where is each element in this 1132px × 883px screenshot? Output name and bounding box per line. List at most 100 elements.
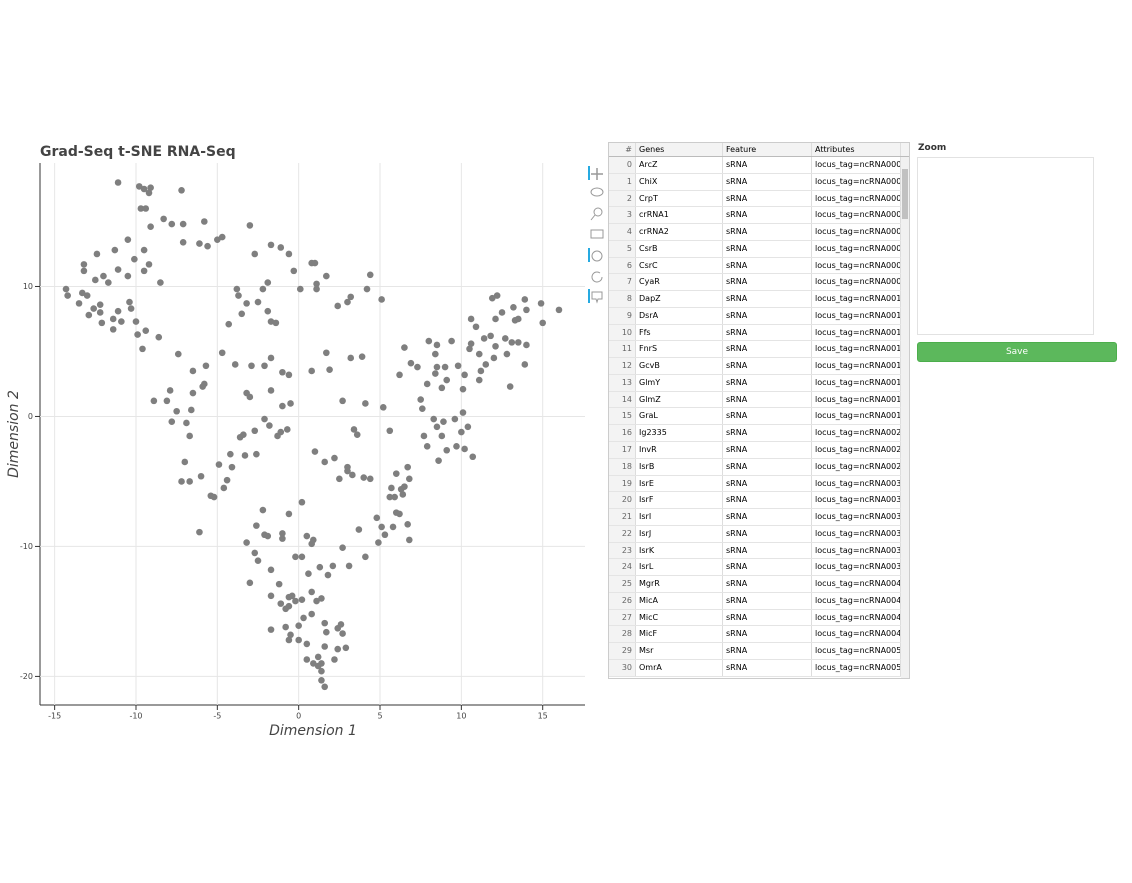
table-cell: IsrK	[636, 542, 723, 559]
point	[80, 261, 88, 268]
point	[267, 354, 275, 362]
point	[508, 339, 516, 346]
point	[433, 341, 441, 349]
point	[145, 261, 153, 268]
table-cell: 10	[609, 324, 636, 341]
x-axis-label: Dimension 1	[269, 723, 357, 739]
table-cell: 27	[609, 609, 636, 626]
point	[443, 376, 451, 384]
table-cell: sRNA	[723, 307, 812, 324]
point	[363, 285, 371, 293]
point	[174, 350, 182, 358]
table-cell: locus_tag=ncRNA0010;na	[812, 291, 901, 307]
point	[285, 602, 293, 610]
table-cell: 11	[609, 341, 636, 358]
point	[305, 570, 312, 578]
point	[111, 246, 119, 254]
point	[218, 349, 226, 357]
table-cell: sRNA	[723, 643, 812, 659]
point	[498, 309, 506, 316]
point	[241, 452, 249, 459]
scrollbar[interactable]	[901, 157, 909, 678]
point	[251, 250, 259, 258]
point	[432, 350, 439, 358]
point	[414, 363, 421, 371]
lasso-icon	[590, 187, 604, 197]
table-cell: MgrR	[636, 576, 723, 592]
table-cell: FnrS	[636, 341, 723, 358]
pan-tool[interactable]	[588, 166, 606, 180]
point	[318, 677, 325, 684]
point	[253, 522, 260, 529]
table-cell: sRNA	[723, 324, 812, 341]
point	[298, 596, 306, 604]
y-tick-label: -20	[20, 672, 33, 681]
table-cell: 30	[609, 659, 636, 676]
point	[493, 292, 501, 299]
point	[135, 183, 143, 190]
point	[344, 463, 351, 471]
table-cell: sRNA	[723, 274, 812, 291]
point	[321, 458, 329, 466]
point	[404, 521, 411, 528]
table-cell: Ig2335	[636, 425, 723, 442]
table-cell: sRNA	[723, 291, 812, 307]
point	[248, 362, 255, 370]
save-button[interactable]: Save	[917, 342, 1117, 362]
point	[425, 337, 433, 345]
point	[308, 540, 315, 548]
table-cell: locus_tag=ncRNA0035;na	[812, 509, 901, 525]
reset-tool[interactable]	[588, 269, 606, 283]
wheel-zoom-tool[interactable]	[588, 248, 606, 262]
table-cell: CsrB	[636, 240, 723, 257]
table-cell: locus_tag=ncRNA0031;na	[812, 492, 901, 509]
point	[137, 205, 145, 212]
table-cell: sRNA	[723, 207, 812, 224]
lasso-tool[interactable]	[588, 186, 606, 200]
box-select-tool[interactable]	[588, 226, 606, 240]
column-header: Attributes	[812, 143, 901, 156]
point	[227, 450, 234, 458]
scroll-thumb[interactable]	[902, 169, 908, 219]
hover-tool[interactable]	[588, 289, 606, 304]
table-cell: 1	[609, 173, 636, 190]
zoom-tool[interactable]	[588, 206, 606, 221]
point	[458, 428, 465, 436]
point	[378, 296, 385, 303]
table-cell: 14	[609, 391, 636, 408]
point	[199, 383, 206, 390]
